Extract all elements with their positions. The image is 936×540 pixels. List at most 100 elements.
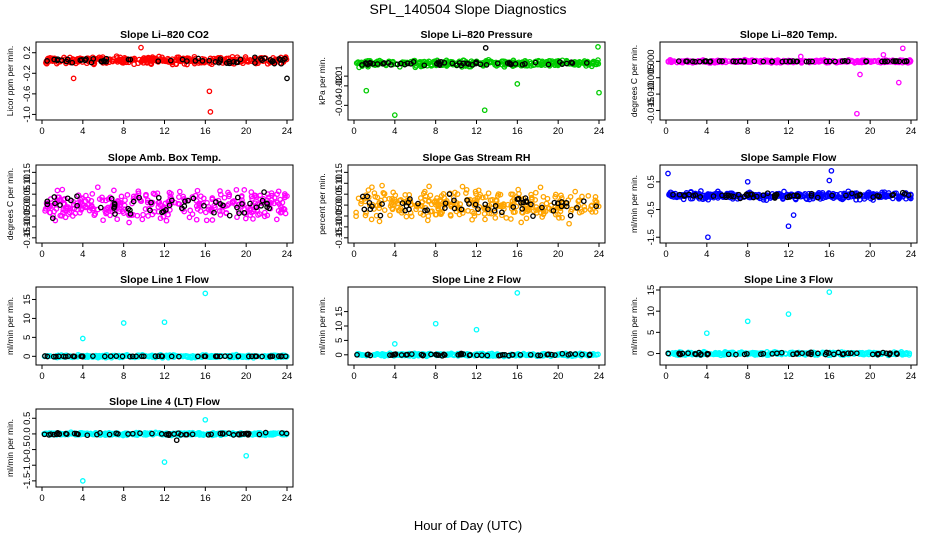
data-point <box>434 195 440 201</box>
data-point <box>752 352 758 358</box>
data-point <box>217 212 224 218</box>
data-point <box>540 210 547 217</box>
outlier-point <box>826 177 833 184</box>
y-tick-label: 5 <box>22 335 33 340</box>
data-point <box>551 199 558 206</box>
data-point <box>454 191 461 197</box>
x-tick-label: 8 <box>121 493 126 504</box>
data-point <box>572 351 579 357</box>
outlier-point <box>785 311 792 317</box>
data-point <box>579 193 585 200</box>
x-tick-label: 12 <box>783 126 794 137</box>
outlier-point <box>828 167 835 174</box>
data-point <box>101 353 108 360</box>
data-point <box>136 56 143 63</box>
data-point <box>832 58 838 65</box>
series-subset <box>665 349 900 358</box>
x-tick-label: 12 <box>159 249 170 260</box>
outlier-point <box>202 416 209 423</box>
outlier-point <box>785 223 792 230</box>
data-point <box>279 430 285 436</box>
x-tick-label: 16 <box>824 371 835 382</box>
data-point <box>256 431 263 438</box>
data-point <box>459 183 466 190</box>
data-point <box>568 59 575 66</box>
x-tick-label: 4 <box>392 249 397 260</box>
x-tick-label: 0 <box>663 371 668 382</box>
data-point <box>187 207 194 214</box>
data-point <box>139 216 146 223</box>
data-point <box>226 212 233 219</box>
data-point <box>869 351 876 358</box>
y-tick-label: -1.5 <box>646 229 657 245</box>
data-point <box>62 207 68 214</box>
data-point <box>896 58 903 65</box>
data-point <box>152 353 159 360</box>
data-point <box>399 200 406 206</box>
y-axis-label: kPa per min. <box>317 57 327 105</box>
data-point <box>689 58 696 65</box>
data-point <box>44 58 50 64</box>
panel-8: Slope Line 2 Flow 0 4 8 12 16 20 24 0 5 10 15 ml/min… <box>317 274 606 382</box>
y-axis-label: ml/min per min. <box>317 297 327 355</box>
data-point <box>152 57 159 64</box>
x-tick-label: 4 <box>704 249 709 260</box>
x-tick-label: 24 <box>594 371 605 382</box>
data-point <box>185 197 192 204</box>
data-point <box>184 58 190 64</box>
data-point <box>217 188 223 194</box>
data-point <box>173 61 179 67</box>
data-point <box>251 192 258 199</box>
outlier-point <box>790 212 797 218</box>
data-point <box>74 202 80 209</box>
data-point <box>583 60 590 66</box>
x-tick-label: 0 <box>39 493 44 504</box>
data-point <box>835 349 842 356</box>
outlier-point <box>363 87 370 94</box>
data-point <box>166 202 173 209</box>
data-point <box>236 210 242 216</box>
data-point <box>866 351 872 358</box>
panel-title: Slope Sample Flow <box>741 152 838 164</box>
data-point <box>130 193 137 200</box>
data-point <box>258 56 264 62</box>
data-point <box>464 197 470 204</box>
x-tick-label: 12 <box>159 371 170 382</box>
data-point <box>273 216 280 223</box>
data-point <box>563 57 570 64</box>
data-point <box>463 190 469 196</box>
data-point <box>532 189 539 196</box>
data-point <box>499 212 505 219</box>
data-point <box>853 350 860 357</box>
data-point <box>474 352 480 359</box>
panel-1: Slope Li–820 CO2 0 4 8 12 16 20 24 -1.0 -0.6 -0.2 0… <box>5 29 294 137</box>
data-point <box>70 56 76 63</box>
series-subset <box>42 353 289 360</box>
x-tick-label: 12 <box>159 126 170 137</box>
data-point <box>667 56 674 63</box>
data-point <box>174 54 180 61</box>
data-point <box>140 353 147 360</box>
data-point <box>814 194 821 201</box>
x-tick-label: 0 <box>663 126 668 137</box>
x-tick-label: 16 <box>512 371 523 382</box>
data-point <box>902 350 908 357</box>
data-point <box>231 58 237 65</box>
y-tick-label: 0.15 <box>334 163 345 182</box>
data-point <box>741 193 748 200</box>
panel-title: Slope Line 4 (LT) Flow <box>109 396 220 408</box>
data-point <box>446 191 453 197</box>
y-tick-label: 0 <box>22 354 33 359</box>
data-point <box>362 212 369 219</box>
data-point <box>233 59 240 66</box>
data-point <box>716 58 723 64</box>
data-point <box>692 192 699 198</box>
data-point <box>408 213 415 220</box>
data-point <box>893 350 900 357</box>
series-subset <box>44 54 290 82</box>
outlier-point <box>207 109 214 115</box>
data-point <box>209 217 216 223</box>
data-point <box>359 62 365 68</box>
data-point <box>165 211 171 218</box>
x-tick-label: 0 <box>351 371 356 382</box>
